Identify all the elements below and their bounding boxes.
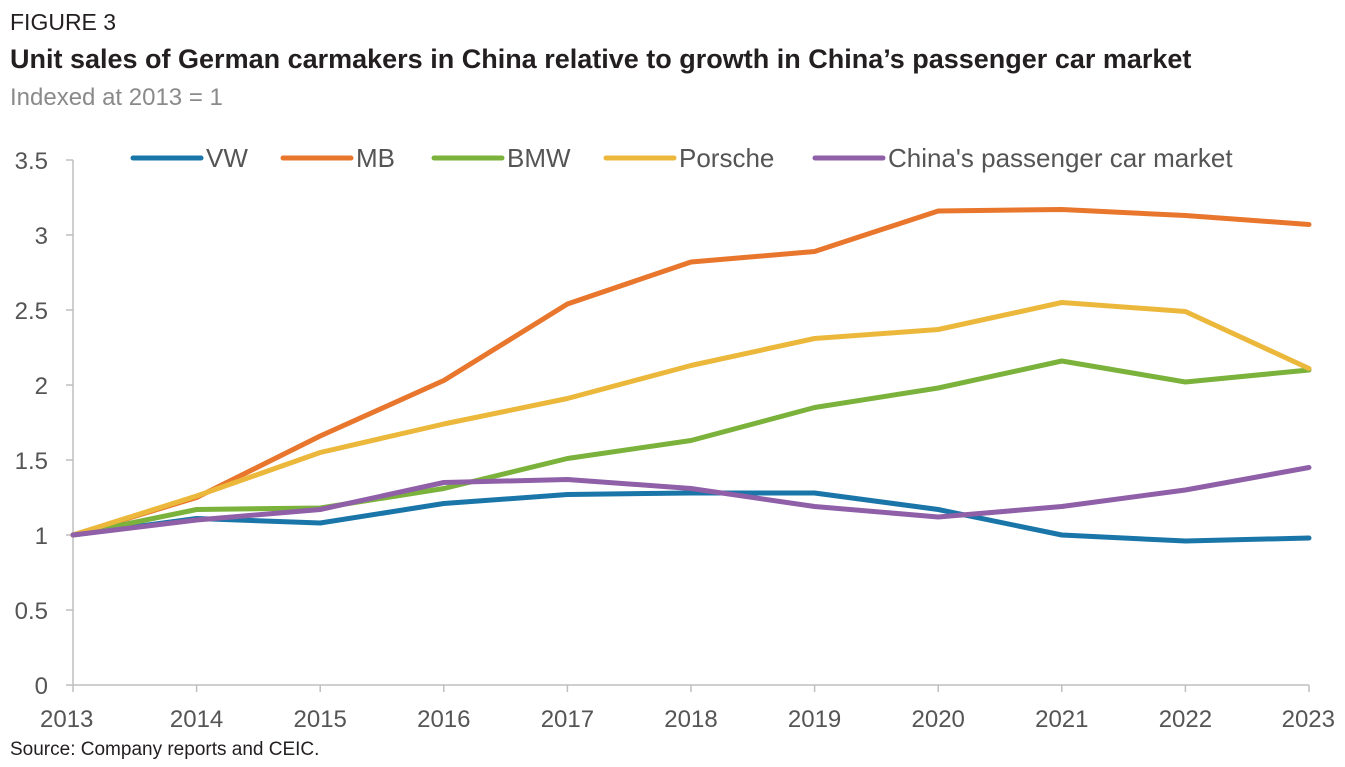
- legend-label-vw: VW: [206, 143, 248, 173]
- y-tick-label: 1: [35, 523, 48, 550]
- y-tick-label: 2.5: [15, 298, 48, 325]
- figure-label: FIGURE 3: [10, 9, 117, 35]
- y-tick-label: 0: [35, 673, 48, 700]
- series-line-porsche: [70, 300, 1312, 538]
- legend-label-mb: MB: [356, 143, 395, 173]
- x-tick-label: 2014: [170, 706, 223, 733]
- legend-label-bmw: BMW: [507, 143, 571, 173]
- x-tick-label: 2021: [1035, 706, 1088, 733]
- source-note: Source: Company reports and CEIC.: [10, 739, 320, 760]
- x-tick-label: 2013: [40, 706, 93, 733]
- y-tick-label: 3: [35, 223, 48, 250]
- series-line-vw: [70, 490, 1312, 544]
- chart-axes: 0 0.5 1 1.5 2 2.5 3 3.5 2013 2014 2015 2016 2017 2018…: [15, 148, 1335, 733]
- x-tick-label: 2020: [912, 706, 965, 733]
- x-tick-label: 2018: [664, 706, 717, 733]
- y-tick-label: 3.5: [15, 148, 48, 175]
- x-tick-label: 2022: [1159, 706, 1212, 733]
- x-tick-label: 2017: [541, 706, 594, 733]
- chart-subtitle: Indexed at 2013 = 1: [10, 84, 223, 111]
- chart-legend: VW MB BMW Porsche China's passenger car mark…: [130, 143, 1233, 173]
- y-tick-label: 2: [35, 373, 48, 400]
- series-line-china-s-passenger-car-market: [70, 465, 1312, 538]
- legend-label-porsche: Porsche: [679, 143, 774, 173]
- x-tick-label: 2019: [788, 706, 841, 733]
- chart-title: Unit sales of German carmakers in China …: [10, 44, 1192, 74]
- x-tick-label: 2015: [294, 706, 347, 733]
- legend-label-china-s-passenger-car-market: China's passenger car market: [888, 143, 1233, 173]
- y-tick-label: 0.5: [15, 598, 48, 625]
- x-tick-label: 2016: [417, 706, 470, 733]
- chart-lines: [70, 207, 1312, 544]
- y-tick-label: 1.5: [15, 448, 48, 475]
- x-tick-label: 2023: [1282, 706, 1335, 733]
- series-line-bmw: [70, 358, 1312, 538]
- series-line-mb: [70, 207, 1312, 538]
